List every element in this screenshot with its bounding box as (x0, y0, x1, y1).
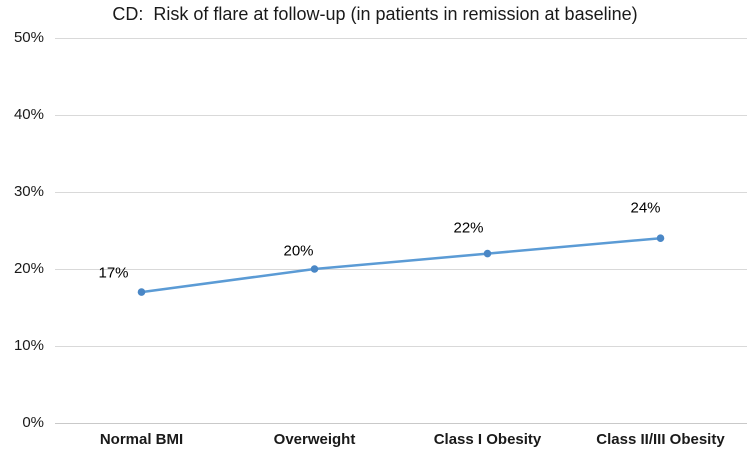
data-point-label: 24% (630, 199, 661, 217)
x-axis-category-label: Class II/III Obesity (596, 431, 725, 448)
y-axis-tick-label: 30% (13, 183, 44, 200)
chart-title: CD: Risk of flare at follow-up (in patie… (112, 4, 638, 24)
y-axis-tick-label: 10% (13, 337, 44, 354)
data-point-marker (310, 265, 319, 273)
data-point-marker (483, 249, 492, 258)
y-axis-tick-label: 40% (13, 106, 44, 123)
y-axis-tick-label: 20% (13, 260, 44, 277)
x-axis-category-label: Class I Obesity (433, 431, 542, 448)
data-point-label: 22% (453, 219, 484, 237)
x-axis-category-label: Overweight (273, 431, 356, 448)
series-line-path (141, 236, 661, 294)
x-axis-category-label: Normal BMI (99, 431, 184, 448)
data-point-label: 17% (98, 264, 129, 282)
y-axis-tick-label: 0% (22, 414, 44, 431)
data-point-marker (137, 288, 146, 296)
data-point-marker (656, 234, 665, 242)
y-axis-tick-label: 50% (13, 29, 44, 46)
data-point-label: 20% (283, 242, 314, 260)
